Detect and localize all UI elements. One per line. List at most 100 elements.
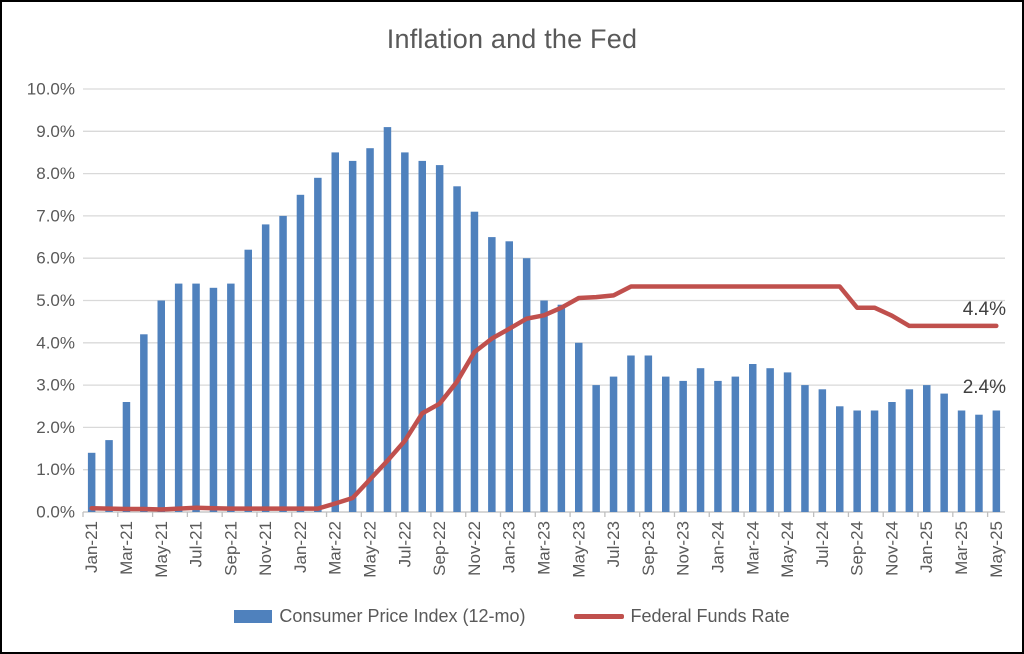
x-axis-tick-label: Mar-23 — [535, 521, 554, 575]
x-axis-tick-label: Jan-24 — [709, 521, 728, 573]
x-axis-tick-label: Jul-24 — [813, 521, 832, 567]
y-axis-tick-label: 8.0% — [36, 164, 75, 183]
cpi-bar — [453, 186, 461, 513]
cpi-bar — [905, 389, 914, 512]
cpi-bar — [696, 368, 705, 512]
legend: Consumer Price Index (12-mo) Federal Fun… — [2, 606, 1022, 627]
cpi-bar — [627, 355, 635, 512]
x-axis-tick-label: Sep-22 — [430, 521, 449, 576]
x-axis-tick-label: Mar-25 — [952, 521, 971, 575]
x-axis-tick-label: Nov-23 — [674, 521, 693, 576]
cpi-bar — [836, 406, 844, 513]
cpi-bar — [731, 376, 740, 512]
cpi-bar — [140, 334, 148, 512]
cpi-bar — [644, 355, 653, 512]
cpi-bar — [575, 342, 583, 512]
x-axis-tick-label: Mar-24 — [743, 521, 762, 575]
cpi-bar — [296, 194, 305, 513]
cpi-bar — [557, 304, 566, 512]
x-axis-tick-label: Jan-22 — [291, 521, 310, 573]
cpi-bar — [435, 165, 444, 512]
y-axis-tick-label: 4.0% — [36, 333, 75, 352]
cpi-bar — [592, 385, 600, 512]
x-axis-tick-label: Sep-21 — [221, 521, 240, 576]
legend-label-cpi: Consumer Price Index (12-mo) — [279, 606, 526, 626]
y-axis-tick-label: 2.0% — [36, 418, 75, 437]
cpi-bar — [314, 177, 322, 513]
y-axis-tick-label: 10.0% — [27, 80, 75, 99]
y-axis-tick-label: 0.0% — [36, 503, 75, 522]
x-axis-tick-label: Nov-22 — [465, 521, 484, 576]
legend-item-cpi: Consumer Price Index (12-mo) — [234, 606, 526, 627]
cpi-bar — [174, 283, 183, 512]
cpi-bar — [923, 385, 931, 512]
cpi-bar — [940, 393, 948, 512]
y-axis-tick-label: 7.0% — [36, 206, 75, 225]
legend-item-ffr: Federal Funds Rate — [573, 606, 790, 627]
cpi-bar — [870, 410, 879, 512]
x-axis-tick-label: May-22 — [361, 521, 380, 578]
x-axis-tick-label: May-21 — [152, 521, 171, 578]
y-axis-tick-label: 1.0% — [36, 460, 75, 479]
x-axis-tick-label: May-25 — [987, 521, 1006, 578]
cpi-bar — [227, 283, 235, 512]
x-axis-tick-label: Sep-24 — [848, 521, 867, 576]
x-axis-tick-label: Nov-24 — [882, 521, 901, 576]
cpi-bar — [540, 300, 548, 512]
cpi-bar — [749, 364, 757, 512]
y-axis-tick-label: 5.0% — [36, 291, 75, 310]
cpi-bar — [261, 224, 270, 512]
x-axis-tick-label: Mar-22 — [326, 521, 345, 575]
cpi-bar — [818, 389, 827, 512]
cpi-bar — [209, 287, 218, 512]
x-axis-tick-label: Jul-22 — [395, 521, 414, 567]
x-axis-tick-label: Jul-21 — [187, 521, 206, 567]
cpi-bar — [331, 152, 339, 512]
legend-label-ffr: Federal Funds Rate — [630, 606, 790, 626]
x-axis-tick-label: Mar-21 — [117, 521, 136, 575]
cpi-bar-swatch-icon — [234, 610, 273, 623]
cpi-bar — [888, 402, 896, 512]
x-axis-tick-label: May-23 — [569, 521, 588, 578]
cpi-bar — [975, 414, 983, 512]
x-axis-tick-label: Nov-21 — [256, 521, 275, 576]
x-axis-tick-label: Sep-23 — [639, 521, 658, 576]
cpi-bar — [348, 160, 357, 512]
cpi-bar — [783, 372, 792, 512]
cpi-bar — [992, 410, 1001, 512]
cpi-bar — [105, 440, 113, 512]
federal-funds-rate-line — [89, 284, 999, 512]
cpi-bar — [87, 452, 96, 512]
x-axis-tick-label: Jan-25 — [917, 521, 936, 573]
x-axis-tick-label: Jul-23 — [604, 521, 623, 567]
cpi-bar — [192, 283, 200, 512]
cpi-bar — [488, 237, 496, 512]
cpi-bar — [122, 402, 131, 512]
federal-funds-rate-end-label: 4.4% — [962, 299, 1006, 320]
cpi-bar — [470, 211, 479, 512]
chart-title: Inflation and the Fed — [386, 24, 638, 54]
cpi-end-label: 2.4% — [962, 377, 1006, 398]
x-axis-tick-label: Jan-21 — [82, 521, 101, 573]
cpi-bar — [522, 258, 531, 512]
cpi-bar — [662, 376, 670, 512]
x-axis-tick-label: Jan-23 — [500, 521, 519, 573]
cpi-bar — [957, 410, 966, 512]
cpi-bar — [801, 385, 809, 512]
cpi-bar — [609, 376, 618, 512]
cpi-bar — [714, 380, 722, 512]
cpi-bar — [157, 300, 165, 512]
cpi-bar — [244, 249, 252, 512]
cpi-bar — [279, 215, 287, 512]
cpi-bar — [401, 152, 409, 512]
cpi-bar — [679, 380, 687, 512]
ffr-line-swatch-icon — [573, 614, 624, 619]
cpi-bar — [853, 410, 861, 512]
cpi-bar — [383, 127, 392, 512]
y-axis-tick-label: 3.0% — [36, 376, 75, 395]
y-axis-tick-label: 9.0% — [36, 122, 75, 141]
cpi-bar — [505, 241, 513, 513]
x-axis-tick-label: May-24 — [778, 521, 797, 578]
